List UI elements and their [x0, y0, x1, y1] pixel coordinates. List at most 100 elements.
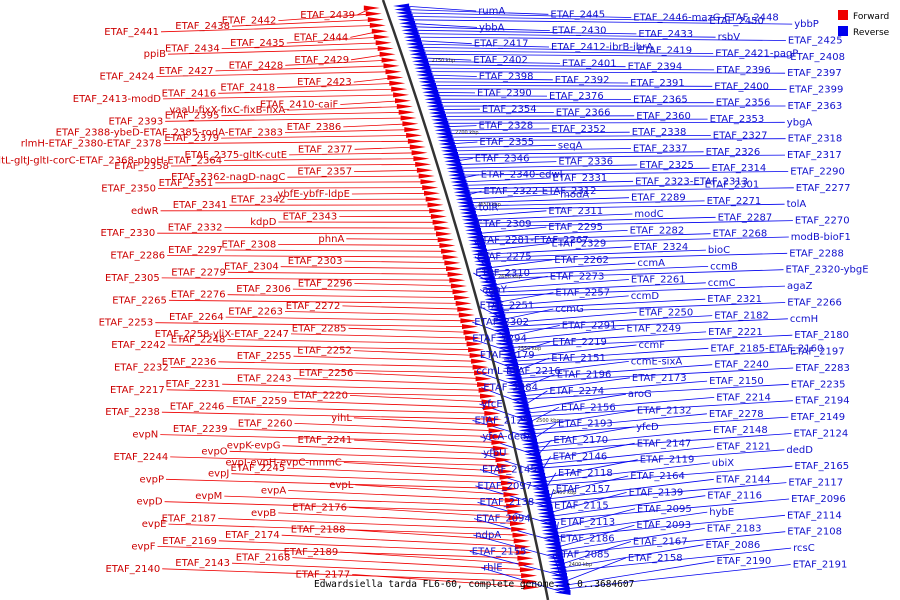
forward-feature-arrow: [490, 434, 506, 440]
reverse-feature-arrow: [431, 117, 448, 123]
reverse-feature-arrow: [481, 286, 498, 292]
reverse-gene-label: seqA: [558, 140, 583, 151]
reverse-feature-arrow: [445, 162, 462, 168]
reverse-feature-arrow: [478, 276, 495, 282]
forward-gene-label: ETAF_2303: [288, 256, 343, 267]
reverse-connector: [473, 272, 490, 283]
reverse-gene-label: ETAF_2273: [550, 271, 605, 282]
forward-feature-arrow: [522, 578, 539, 584]
reverse-feature-arrow: [551, 572, 567, 578]
reverse-feature-arrow: [525, 458, 542, 464]
reverse-feature-arrow: [406, 41, 423, 47]
reverse-feature-arrow: [532, 486, 549, 492]
forward-feature-arrow: [496, 463, 513, 469]
reverse-gene-label: ETAF_2326: [706, 147, 761, 158]
reverse-gene-label: ETAF_2221: [708, 327, 763, 338]
reverse-gene-label: ETAF_2116: [707, 491, 762, 502]
reverse-feature-arrow: [451, 182, 468, 188]
reverse-gene-label: yfbU: [483, 448, 506, 459]
forward-connector: [231, 19, 376, 27]
forward-gene-label: evpO: [201, 446, 227, 457]
reverse-feature-arrow: [496, 341, 513, 347]
reverse-connector: [563, 560, 715, 586]
forward-gene-label: ETAF_2177: [295, 569, 350, 580]
reverse-gene-label: ETAF_2085: [555, 550, 610, 561]
forward-gene-label: ETAF_2388-ybeD-ETAF_2385-rodA-ETAF_2383: [56, 128, 283, 139]
forward-gene-label: ETAF_2297: [168, 245, 223, 256]
reverse-gene-label: ETAF_2281-ETAF_2267: [476, 235, 589, 246]
reverse-connector: [479, 289, 495, 300]
forward-feature-arrow: [398, 109, 415, 115]
reverse-connector: [535, 442, 635, 462]
reverse-feature-arrow: [473, 258, 490, 264]
reverse-connector: [409, 22, 478, 28]
reverse-feature-arrow: [545, 548, 562, 554]
forward-feature-arrow: [395, 98, 411, 104]
reverse-feature-arrow: [553, 586, 570, 592]
reverse-connector: [427, 78, 553, 81]
forward-gene-label: ETAF_2176: [292, 502, 347, 513]
forward-connector: [166, 389, 489, 397]
forward-connector: [353, 350, 478, 356]
forward-feature-arrow: [491, 439, 508, 445]
reverse-gene-label: yfcE: [481, 399, 502, 410]
forward-feature-arrow: [427, 202, 444, 208]
forward-connector: [161, 411, 494, 420]
legend-reverse-label: Reverse: [853, 28, 890, 38]
forward-feature-arrow: [446, 266, 462, 272]
reverse-feature-arrow: [412, 58, 428, 64]
reverse-gene-label: ETAF_2180: [794, 330, 849, 341]
reverse-connector: [524, 397, 715, 414]
reverse-connector: [469, 551, 562, 576]
reverse-feature-arrow: [503, 369, 520, 375]
reverse-gene-label: ETAF_2096: [791, 494, 846, 505]
reverse-connector: [403, 5, 477, 12]
forward-connector: [165, 117, 409, 122]
reverse-feature-arrow: [479, 279, 496, 285]
reverse-feature-arrow: [462, 220, 479, 226]
reverse-gene-label: ETAF_2412-ibrB-ibrA: [551, 42, 653, 53]
reverse-feature-arrow: [416, 72, 433, 78]
forward-gene-label: ETAF_2444: [294, 32, 349, 43]
forward-gene-label: yihL: [331, 413, 352, 424]
reverse-feature-arrow: [405, 38, 421, 43]
reverse-feature-arrow: [434, 127, 451, 133]
reverse-gene-label: ETAF_2266: [787, 298, 842, 309]
reverse-connector: [558, 541, 632, 566]
forward-gene-label: ETAF_2256: [299, 368, 354, 379]
reverse-feature-arrow: [485, 300, 502, 306]
forward-feature-arrow: [434, 225, 451, 231]
reverse-connector: [438, 112, 554, 114]
forward-connector: [221, 42, 384, 49]
forward-feature-arrow: [381, 57, 398, 63]
reverse-connector: [444, 128, 550, 131]
forward-gene-label: ETAF_2442: [222, 16, 277, 27]
reverse-feature-arrow: [476, 269, 493, 275]
reverse-gene-label: ETAF_2314: [712, 163, 767, 174]
reverse-gene-label: ETAF_2355: [479, 137, 534, 148]
reverse-feature-arrow: [439, 145, 456, 150]
reverse-connector: [458, 171, 789, 176]
forward-gene-label: ETAF_2434: [165, 44, 220, 55]
reverse-gene-label: ETAF_2291: [562, 320, 617, 331]
reverse-gene-label: ETAF_2173: [632, 373, 687, 384]
reverse-feature-arrow: [480, 283, 497, 288]
forward-feature-arrow: [468, 347, 485, 353]
reverse-gene-label: ETAF_2118: [558, 468, 613, 479]
reverse-gene-label: ETAF_2113: [560, 517, 615, 528]
forward-connector: [287, 175, 427, 178]
forward-feature-arrow: [450, 283, 467, 289]
reverse-connector: [512, 351, 788, 366]
forward-connector: [218, 88, 400, 94]
reverse-connector: [417, 47, 636, 51]
reverse-connector: [462, 184, 703, 190]
forward-connector: [294, 423, 497, 432]
reverse-feature-arrow: [554, 590, 571, 595]
forward-gene-label: ETAF_2343: [283, 211, 338, 222]
reverse-gene-label: rsbV: [718, 32, 741, 43]
reverse-gene-label: ETAF_2320-ybgE: [786, 265, 869, 276]
forward-gene-label: gltL-gltJ-gltI-corC-ETAF_2368-phoH-ETAF_…: [0, 155, 222, 166]
forward-connector: [278, 512, 519, 524]
reverse-feature-arrow: [448, 172, 465, 178]
